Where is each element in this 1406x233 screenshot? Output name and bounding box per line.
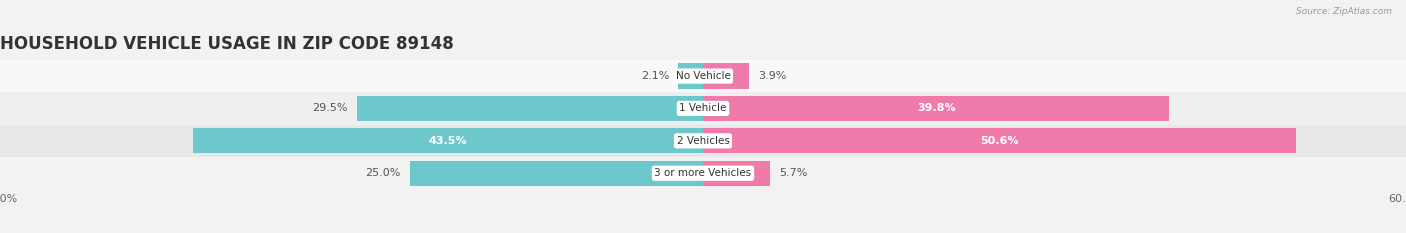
Bar xyxy=(678,63,703,89)
Bar xyxy=(703,63,749,89)
Text: No Vehicle: No Vehicle xyxy=(675,71,731,81)
Text: Source: ZipAtlas.com: Source: ZipAtlas.com xyxy=(1296,7,1392,16)
Text: 3.9%: 3.9% xyxy=(758,71,786,81)
Bar xyxy=(0,125,1406,157)
Text: 2 Vehicles: 2 Vehicles xyxy=(676,136,730,146)
Bar xyxy=(703,161,770,186)
Text: 25.0%: 25.0% xyxy=(366,168,401,178)
Bar xyxy=(703,128,1296,154)
Text: HOUSEHOLD VEHICLE USAGE IN ZIP CODE 89148: HOUSEHOLD VEHICLE USAGE IN ZIP CODE 8914… xyxy=(0,35,454,53)
Text: 50.6%: 50.6% xyxy=(980,136,1019,146)
Text: 1 Vehicle: 1 Vehicle xyxy=(679,103,727,113)
Text: 43.5%: 43.5% xyxy=(429,136,467,146)
Text: 5.7%: 5.7% xyxy=(779,168,807,178)
Bar xyxy=(194,128,703,154)
Text: 3 or more Vehicles: 3 or more Vehicles xyxy=(654,168,752,178)
Bar xyxy=(0,60,1406,92)
Bar xyxy=(703,96,1170,121)
Text: 2.1%: 2.1% xyxy=(641,71,669,81)
Bar xyxy=(411,161,703,186)
Bar xyxy=(0,157,1406,189)
Bar xyxy=(357,96,703,121)
Text: 29.5%: 29.5% xyxy=(312,103,349,113)
Bar xyxy=(0,92,1406,125)
Text: 39.8%: 39.8% xyxy=(917,103,956,113)
